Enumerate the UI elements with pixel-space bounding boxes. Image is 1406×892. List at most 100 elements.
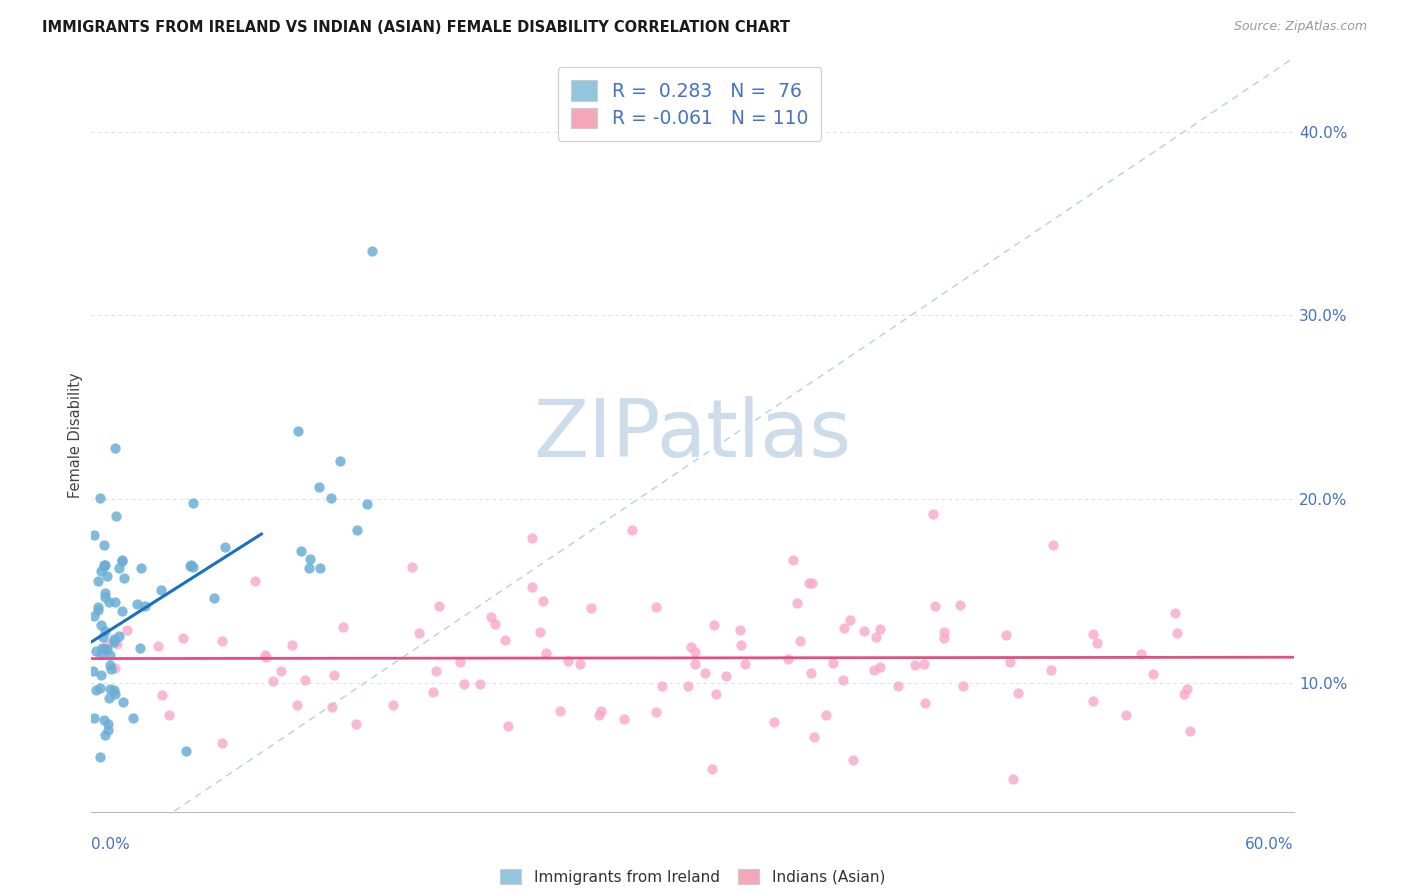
Point [90,647,112,661]
Point [683,657,706,671]
Point [815,707,838,722]
Point [89,491,111,506]
Point [800,665,823,680]
Point [94,590,117,604]
Point [103,682,125,697]
Point [557,654,579,668]
Point [470,677,492,691]
Point [1042,538,1064,552]
Point [952,679,974,693]
Point [319,491,342,506]
Point [176,744,198,758]
Point [1081,627,1104,641]
Point [146,639,169,653]
Point [1115,707,1137,722]
Point [782,553,804,567]
Point [97,595,120,609]
Point [520,531,543,545]
Point [529,624,551,639]
Point [149,582,172,597]
Point [356,497,378,511]
Point [730,624,752,638]
Point [323,668,346,682]
Point [425,665,447,679]
Point [93,558,115,572]
Point [887,679,910,693]
Point [128,641,150,656]
Point [98,690,121,705]
Point [253,648,276,662]
Point [104,509,127,524]
Point [94,642,117,657]
Point [82,665,104,679]
Point [89,681,111,696]
Point [803,730,825,744]
Point [270,664,292,678]
Point [285,698,308,713]
Point [382,698,405,712]
Y-axis label: Female Disability: Female Disability [67,372,83,498]
Point [449,655,471,669]
Point [211,736,233,750]
Point [84,643,107,657]
Point [93,559,115,574]
Point [105,637,128,651]
Point [281,638,304,652]
Text: Source: ZipAtlas.com: Source: ZipAtlas.com [1233,20,1367,33]
Point [122,711,145,725]
Point [762,714,785,729]
Point [83,609,105,624]
Point [89,749,111,764]
Point [294,673,316,687]
Point [422,685,444,699]
Point [676,679,699,693]
Point [693,666,716,681]
Point [1129,647,1152,661]
Point [131,560,153,574]
Point [479,610,502,624]
Point [97,716,120,731]
Point [329,454,352,468]
Point [1081,694,1104,708]
Point [91,641,114,656]
Point [84,683,107,698]
Point [823,656,845,670]
Point [786,596,808,610]
Text: 0.0%: 0.0% [91,837,131,852]
Point [346,523,368,537]
Point [108,629,131,643]
Point [522,581,544,595]
Point [704,687,727,701]
Point [90,564,112,578]
Point [157,708,180,723]
Point [262,673,284,688]
Point [1173,687,1195,701]
Point [111,553,134,567]
Point [536,646,558,660]
Point [150,688,173,702]
Point [869,622,891,636]
Point [932,625,955,640]
Point [949,599,972,613]
Point [98,648,121,662]
Text: IMMIGRANTS FROM IRELAND VS INDIAN (ASIAN) FEMALE DISABILITY CORRELATION CHART: IMMIGRANTS FROM IRELAND VS INDIAN (ASIAN… [42,20,790,35]
Point [498,719,520,733]
Point [568,657,591,672]
Point [408,626,430,640]
Point [97,637,120,651]
Point [344,716,367,731]
Point [125,597,148,611]
Point [838,613,860,627]
Point [453,677,475,691]
Point [100,662,122,676]
Point [111,696,134,710]
Point [613,712,636,726]
Point [869,660,891,674]
Point [832,621,855,635]
Point [1166,625,1188,640]
Point [484,616,506,631]
Legend: Immigrants from Ireland, Indians (Asian): Immigrants from Ireland, Indians (Asian) [494,863,891,891]
Point [254,649,277,664]
Point [111,604,134,618]
Point [211,634,233,648]
